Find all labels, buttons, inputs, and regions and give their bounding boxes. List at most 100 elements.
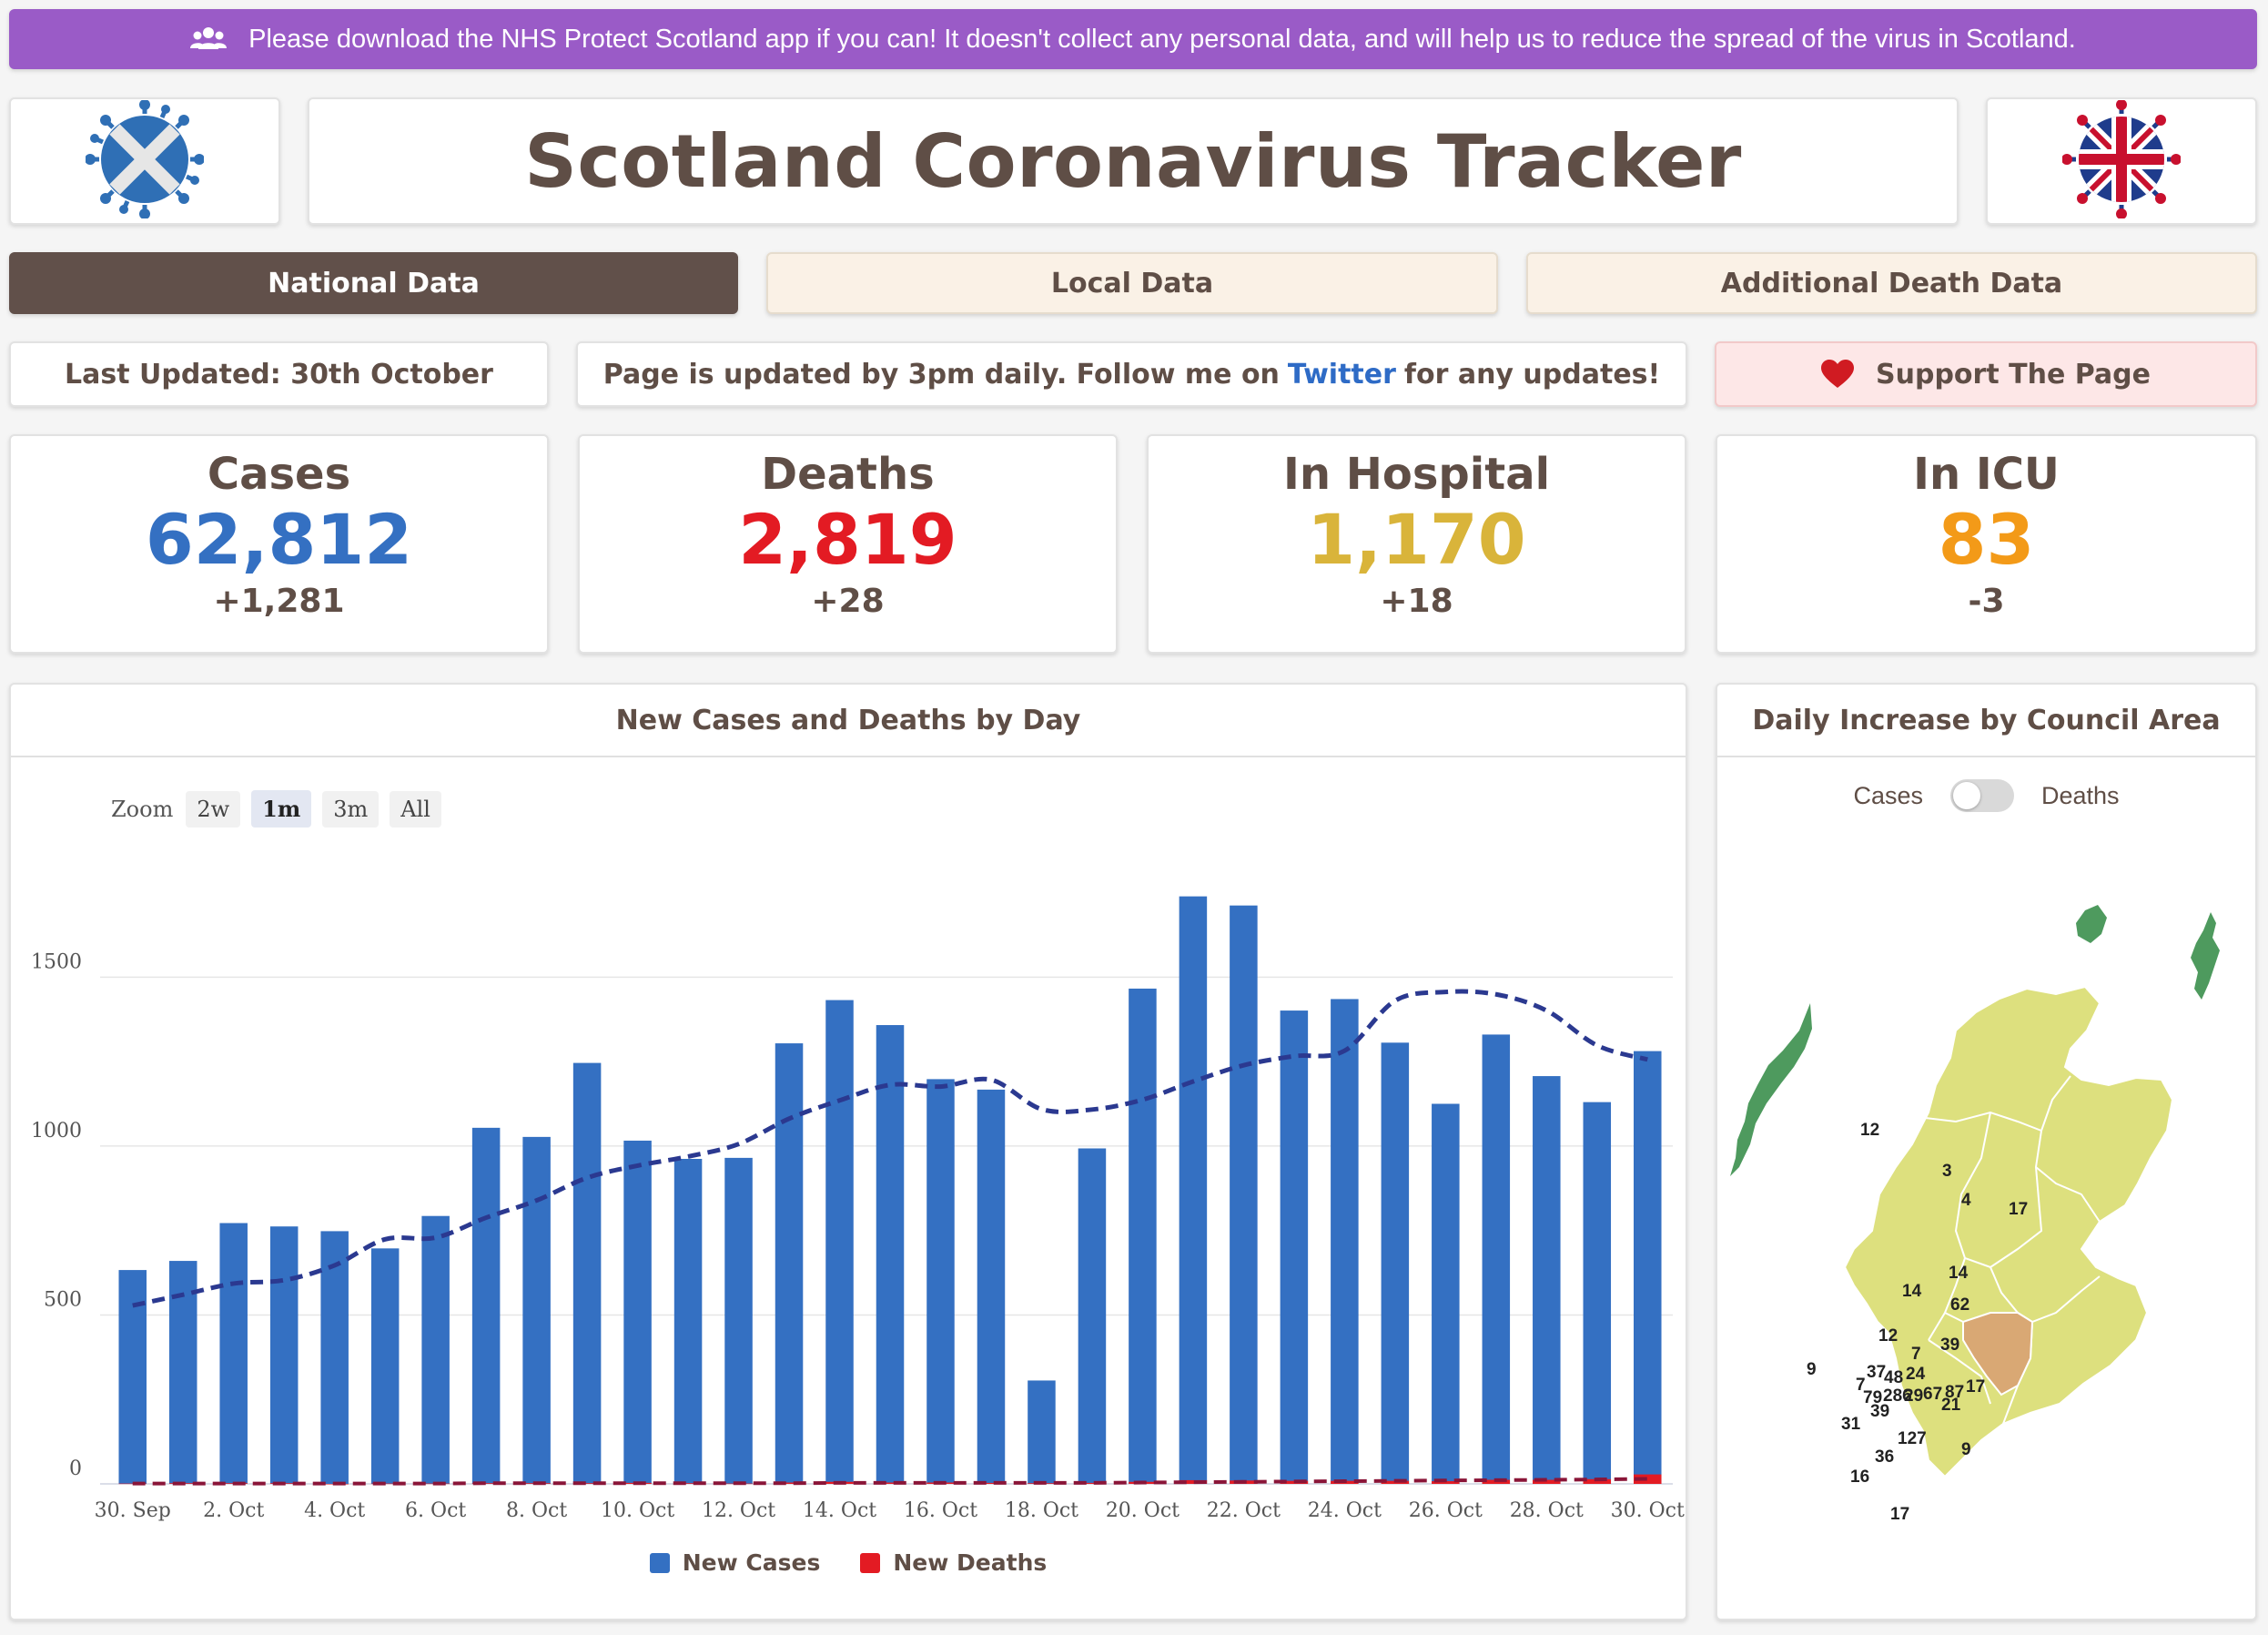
zoom-2w-button[interactable]: 2w [186,790,241,828]
cases-average-line [132,989,1648,1308]
hospital-card: In Hospital 1,170 +18 [1147,434,1686,654]
tab-local-data[interactable]: Local Data [766,252,1498,314]
legend-item-new-cases[interactable]: New Cases [649,1549,821,1576]
map-label: 12 [1878,1326,1898,1346]
twitter-link[interactable]: Twitter [1287,358,1396,391]
map-label: 9 [1807,1360,1817,1379]
hospital-label: In Hospital [1282,449,1551,500]
map-label: 9 [1961,1440,1971,1459]
outer-hebrides [1730,1003,1812,1176]
icu-value: 83 [1938,498,2035,580]
map-label: 17 [1890,1505,1909,1524]
zoom-controls: Zoom 2w 1m 3m All [111,790,452,828]
new-cases-bar [370,1248,400,1484]
legend-label: New Cases [682,1549,821,1576]
new-deaths-bar [876,1482,905,1484]
mainland-scotland [1843,985,2174,1478]
new-cases-bar [1533,1076,1561,1484]
map-label: 286 [1883,1386,1912,1406]
new-cases-bar [1129,988,1157,1484]
shetland-islands [2191,912,2220,1000]
new-cases-bar [1280,1010,1309,1484]
x-tick-label: 6. Oct [405,1499,466,1522]
zoom-3m-button[interactable]: 3m [322,790,380,828]
x-tick-label: 20. Oct [1106,1499,1180,1522]
toggle-label-cases: Cases [1853,781,1923,809]
last-updated-box: Last Updated: 30th October [9,341,549,407]
x-tick-label: 26. Oct [1409,1499,1483,1522]
new-cases-bar [1331,999,1359,1484]
new-cases-bar [724,1157,753,1484]
hospital-value: 1,170 [1307,498,1526,580]
page-title: Scotland Coronavirus Tracker [524,118,1742,204]
map-label: 39 [1870,1402,1889,1421]
deaths-label: Deaths [761,449,935,500]
new-cases-bar [926,1079,955,1484]
map-label: 62 [1950,1295,1969,1315]
hospital-delta: +18 [1380,583,1453,621]
new-deaths-bar [471,1483,501,1484]
map-label: 12 [1860,1121,1879,1140]
map-label: 14 [1949,1264,1969,1283]
new-cases-bar [1230,905,1258,1484]
cases-deaths-chart: 0 500 1000 1500 30. Sep 2. Oct 4. Oct 6. Oct 8. … [31,896,1685,1522]
cases-card: Cases 62,812 +1,281 [9,434,549,654]
x-tick-label: 2. Oct [203,1499,264,1522]
legend-item-new-deaths[interactable]: New Deaths [860,1549,1047,1576]
new-deaths-bar [1078,1482,1107,1484]
chart-panel-title: New Cases and Deaths by Day [11,685,1686,757]
new-cases-bar [572,1062,602,1484]
scotland-logo-box [9,97,280,225]
cases-value: 62,812 [145,498,413,580]
app-download-banner: Please download the NHS Protect Scotland… [9,9,2257,69]
deaths-delta: +28 [811,583,885,621]
tab-national-data[interactable]: National Data [9,252,738,314]
map-label: 16 [1850,1467,1869,1487]
new-cases-bar [1179,896,1208,1484]
new-cases-bar [1432,1103,1460,1484]
tab-additional-death-data[interactable]: Additional Death Data [1526,252,2257,314]
map-label: 67 [1923,1385,1942,1404]
new-cases-bar [320,1231,349,1484]
update-suffix: for any updates! [1403,358,1661,391]
tab-label: Additional Death Data [1720,267,2063,300]
zoom-1m-button[interactable]: 1m [251,790,312,828]
map-label: 7 [1856,1376,1866,1395]
support-button[interactable]: Support The Page [1715,341,2257,407]
new-cases-bar [825,1000,854,1484]
toggle-switch[interactable] [1949,779,2014,812]
uk-virus-logo [2061,99,2182,222]
chart-legend: New Cases New Deaths [11,1549,1686,1576]
icu-card: In ICU 83 -3 [1716,434,2257,654]
x-tick-label: 30. Sep [95,1499,171,1522]
new-deaths-bar [673,1483,703,1484]
new-cases-bar [471,1127,501,1484]
new-deaths-bar [1179,1479,1208,1484]
zoom-all-button[interactable]: All [390,790,441,828]
cases-deaths-chart-panel: New Cases and Deaths by Day 0 500 1000 1500… [9,683,1687,1620]
toggle-label-deaths: Deaths [2040,781,2120,809]
cases-label: Cases [207,449,351,500]
new-deaths-bar [1634,1474,1662,1484]
deaths-card: Deaths 2,819 +28 [578,434,1118,654]
map-label: 37 [1867,1363,1886,1382]
map-label: 21 [1941,1396,1961,1415]
new-cases-bar [1482,1034,1511,1484]
new-cases-bar [421,1215,450,1484]
new-cases-bar [269,1226,299,1484]
zoom-label: Zoom [111,796,174,822]
new-cases-bar [673,1158,703,1484]
map-label: 7 [1911,1345,1921,1364]
map-label: 14 [1902,1282,1922,1301]
map-label: 39 [1940,1335,1959,1355]
support-label: Support The Page [1876,358,2151,391]
map-label: 24 [1906,1365,1926,1384]
tab-label: National Data [268,267,480,300]
y-tick-label: 0 [69,1457,82,1480]
header-title-box: Scotland Coronavirus Tracker [308,97,1959,225]
new-cases-bar [219,1223,248,1484]
map-label: 48 [1884,1368,1903,1387]
y-tick-label: 1000 [31,1120,82,1142]
x-tick-label: 28. Oct [1510,1499,1584,1522]
legend-swatch [649,1552,670,1573]
